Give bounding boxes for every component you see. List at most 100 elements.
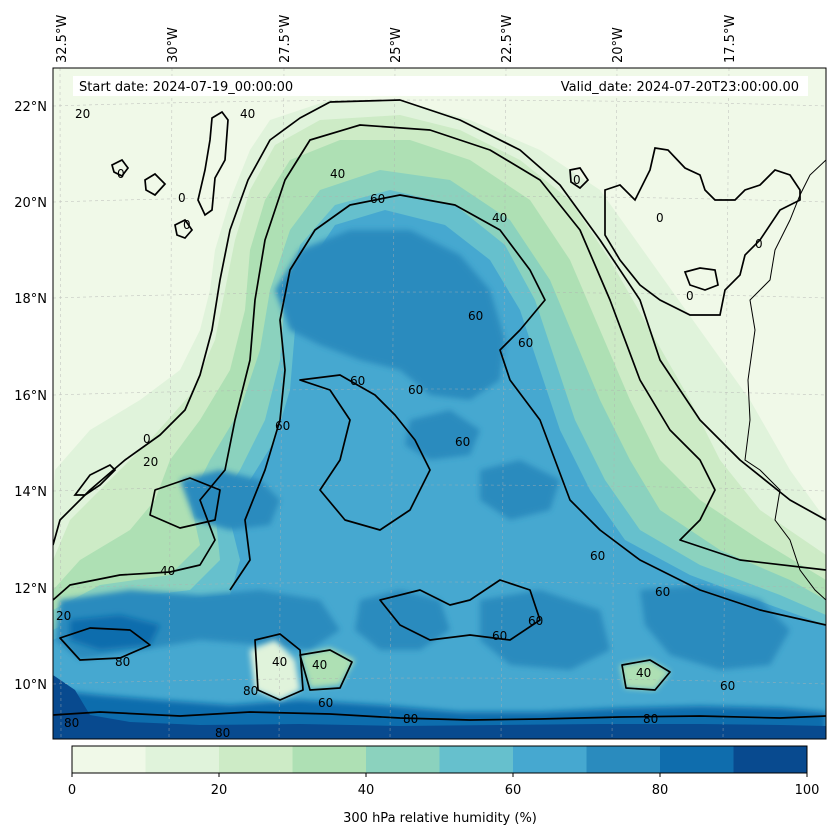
lat-label: 14°N <box>14 485 47 500</box>
humidity-band-10-20 <box>250 640 300 700</box>
contour-lines <box>53 99 826 721</box>
contour-80 <box>53 711 826 721</box>
colorbar-tick-label: 0 <box>68 783 76 798</box>
humidity-band-70-80 <box>55 230 790 670</box>
contour-label: 0 <box>178 191 186 205</box>
lon-gridline <box>722 68 730 739</box>
lat-label: 20°N <box>14 196 47 211</box>
colorbar-tick-label: 80 <box>652 783 669 798</box>
contour-label: 40 <box>330 167 345 181</box>
colorbar-title: 300 hPa relative humidity (%) <box>343 811 537 826</box>
date-banner <box>73 76 808 96</box>
contour-label: 80 <box>115 655 130 669</box>
contour-label: 60 <box>318 696 333 710</box>
lon-label: 17.5°W <box>723 15 738 63</box>
contour-label-layer: 20 40 0 0 0 40 60 40 0 0 0 60 60 60 60 6… <box>56 107 763 740</box>
lat-gridline <box>53 677 826 685</box>
valid-date: Valid_date: 2024-07-20T23:00:00.00 <box>561 80 799 95</box>
contour-label: 40 <box>240 107 255 121</box>
contour-label: 80 <box>643 712 658 726</box>
contour-label: 60 <box>468 309 483 323</box>
contour-label: 40 <box>492 211 507 225</box>
lat-gridline <box>53 291 826 299</box>
colorbar-segment <box>366 746 440 773</box>
colorbar-tick-label: 40 <box>358 783 375 798</box>
contour-label: 0 <box>686 289 694 303</box>
contour-label: 20 <box>56 609 71 623</box>
lat-gridline <box>53 388 826 396</box>
colorbar-tick-label: 100 <box>795 783 820 798</box>
lon-label: 32.5°W <box>55 15 70 63</box>
colorbar-segment <box>513 746 587 773</box>
colorbar-tick-label: 60 <box>505 783 522 798</box>
contour-label: 80 <box>64 716 79 730</box>
lat-gridline <box>53 581 826 589</box>
contour-60-inner <box>149 477 221 529</box>
lat-gridline <box>53 99 826 107</box>
contour-label: 0 <box>755 237 763 251</box>
humidity-band-90-100 <box>53 675 826 739</box>
contour-0 <box>174 218 194 240</box>
contour-0 <box>569 167 590 190</box>
contour-label: 60 <box>518 336 533 350</box>
contour-label: 60 <box>350 374 365 388</box>
contour-label: 20 <box>75 107 90 121</box>
colorbar <box>71 745 808 777</box>
colorbar-segment <box>219 746 293 773</box>
lat-label: 12°N <box>14 582 47 597</box>
lon-label: 22.5°W <box>500 15 515 63</box>
contour-label: 0 <box>183 218 191 232</box>
contour-0 <box>197 110 229 217</box>
lat-label: 10°N <box>14 678 47 693</box>
lon-label: 27.5°W <box>278 15 293 63</box>
africa-coastline <box>744 159 826 601</box>
lat-axis-labels: 22°N 20°N 18°N 16°N 14°N 12°N 10°N <box>14 100 47 693</box>
humidity-band-80-90 <box>53 615 826 739</box>
start-date: Start date: 2024-07-19_00:00:00 <box>79 80 293 95</box>
lat-gridline <box>53 195 826 203</box>
contour-label: 60 <box>455 435 470 449</box>
contour-0 <box>683 267 719 291</box>
lon-gridline <box>278 68 285 739</box>
contour-label: 0 <box>656 211 664 225</box>
humidity-band-30-40 <box>300 648 670 690</box>
contour-60-inner <box>379 579 541 641</box>
colorbar-segment <box>660 746 734 773</box>
contour-zero <box>73 110 801 496</box>
contour-0 <box>144 172 167 197</box>
contour-label: 60 <box>370 192 385 206</box>
map-frame <box>52 67 827 740</box>
contour-label: 0 <box>143 432 151 446</box>
contour-label: 40 <box>636 666 651 680</box>
contour-label: 60 <box>655 585 670 599</box>
contour-60-inner <box>299 374 431 531</box>
contour-60 <box>229 194 826 626</box>
lon-gridline <box>500 68 507 739</box>
colorbar-ticks: 0 20 40 60 80 100 <box>68 783 820 798</box>
colorbar-segment <box>586 746 660 773</box>
colorbar-tick-label: 20 <box>211 783 228 798</box>
map-panel[interactable]: 20 40 0 0 0 40 60 40 0 0 0 60 60 60 60 6… <box>53 68 826 740</box>
colorbar-segment <box>439 746 513 773</box>
contour-label: 60 <box>275 419 290 433</box>
lat-label: 16°N <box>14 389 47 404</box>
contour-label: 0 <box>117 167 125 181</box>
contour-label: 40 <box>272 655 287 669</box>
contour-label: 60 <box>408 383 423 397</box>
contour-label: 80 <box>243 684 258 698</box>
contour-label: 60 <box>590 549 605 563</box>
contour-80-inner <box>59 627 151 661</box>
contour-label: 80 <box>215 726 230 740</box>
contour-label: 60 <box>720 679 735 693</box>
lon-label: 20°W <box>611 27 626 63</box>
gridlines <box>53 68 826 739</box>
contour-label: 0 <box>573 173 581 187</box>
contour-label: 40 <box>160 564 175 578</box>
lat-gridline <box>53 484 826 492</box>
lon-gridline <box>389 68 396 739</box>
contour-40-north <box>329 99 826 521</box>
lon-axis-labels: 32.5°W 30°W 27.5°W 25°W 22.5°W 20°W 17.5… <box>55 15 738 63</box>
colorbar-segment <box>292 746 366 773</box>
contour-40-inner <box>299 649 353 691</box>
